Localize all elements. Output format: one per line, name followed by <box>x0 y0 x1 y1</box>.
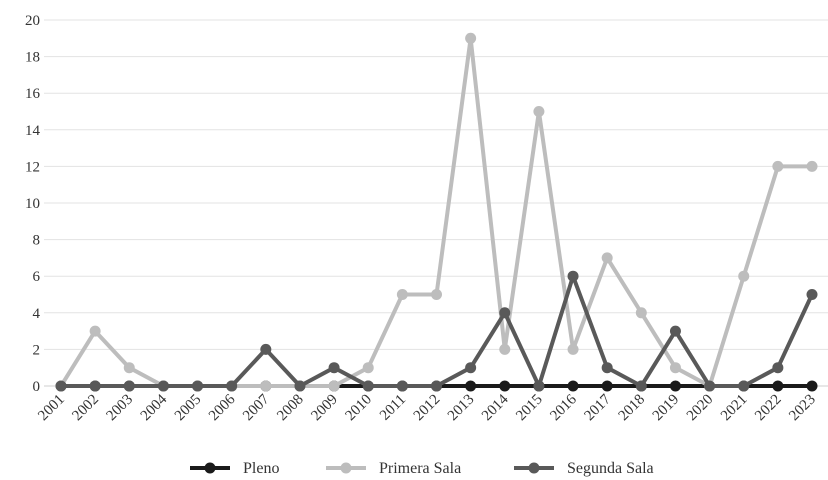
y-tick-label: 0 <box>33 379 41 395</box>
x-tick-label: 2010 <box>343 392 376 425</box>
data-point <box>772 380 784 392</box>
data-point <box>601 380 613 392</box>
data-point <box>362 362 374 374</box>
y-tick-label: 18 <box>25 50 40 66</box>
data-point <box>226 380 238 392</box>
data-point <box>123 362 135 374</box>
data-point <box>465 362 477 374</box>
legend-item: Primera Sala <box>326 460 461 477</box>
data-point <box>157 380 169 392</box>
x-tick-label: 2023 <box>786 392 819 425</box>
data-point <box>499 380 511 392</box>
data-point <box>89 380 101 392</box>
y-tick-label: 10 <box>25 196 40 212</box>
data-point <box>567 270 579 282</box>
x-tick-label: 2011 <box>377 392 409 424</box>
legend-item: Pleno <box>190 460 279 477</box>
data-point <box>328 380 340 392</box>
data-point <box>704 380 716 392</box>
x-tick-label: 2013 <box>445 392 478 425</box>
x-tick-label: 2019 <box>650 392 683 425</box>
y-tick-label: 14 <box>25 123 41 139</box>
legend-swatch-marker <box>204 462 216 474</box>
legend-label: Segunda Sala <box>567 460 654 477</box>
data-point <box>533 106 545 117</box>
data-point <box>55 380 67 392</box>
series-primera-sala <box>55 32 818 392</box>
legend-item: Segunda Sala <box>514 460 654 477</box>
data-point <box>362 380 374 392</box>
data-point <box>396 289 408 300</box>
y-tick-label: 8 <box>33 233 41 249</box>
x-tick-label: 2016 <box>547 391 580 424</box>
series-line <box>59 36 814 388</box>
x-tick-label: 2020 <box>684 392 717 425</box>
legend-swatch-marker <box>528 462 540 474</box>
data-point <box>806 160 818 172</box>
x-tick-label: 2009 <box>308 392 341 425</box>
x-tick-label: 2001 <box>35 392 68 425</box>
x-tick-label: 2014 <box>479 391 512 424</box>
data-point <box>192 380 204 392</box>
data-point <box>601 362 613 374</box>
data-point <box>499 307 511 319</box>
data-point <box>89 325 101 337</box>
data-point <box>567 343 579 355</box>
y-axis-ticks: 0 2 4 6 8 10 12 14 16 18 20 <box>25 13 41 395</box>
y-tick-label: 6 <box>33 269 41 285</box>
data-point <box>806 289 818 300</box>
legend: Pleno Primera Sala Segunda Sala <box>190 460 654 477</box>
x-tick-label: 2017 <box>581 391 614 424</box>
data-point <box>465 32 477 44</box>
grid-lines <box>44 19 828 387</box>
data-point <box>260 380 272 392</box>
y-tick-label: 20 <box>25 13 40 29</box>
data-point <box>396 380 408 392</box>
x-tick-label: 2008 <box>274 392 307 425</box>
data-point <box>567 380 579 392</box>
data-point <box>465 380 477 392</box>
data-point <box>669 362 681 374</box>
data-point <box>806 380 818 392</box>
data-point <box>669 325 681 337</box>
x-tick-label: 2005 <box>172 392 205 425</box>
legend-label: Pleno <box>243 460 279 477</box>
data-point <box>601 252 613 264</box>
legend-swatch-marker <box>340 462 352 474</box>
data-point <box>328 362 340 374</box>
data-point <box>772 362 784 374</box>
data-point <box>431 380 442 392</box>
x-tick-label: 2002 <box>69 392 102 425</box>
x-tick-label: 2018 <box>616 392 649 425</box>
y-tick-label: 2 <box>33 342 41 358</box>
data-point <box>499 343 511 355</box>
data-point <box>635 380 647 392</box>
data-point <box>738 380 750 392</box>
x-tick-label: 2003 <box>104 392 137 425</box>
x-tick-label: 2012 <box>411 392 444 425</box>
series-segunda-sala <box>55 270 818 392</box>
data-point <box>123 380 135 392</box>
legend-label: Primera Sala <box>379 460 461 477</box>
x-tick-label: 2006 <box>206 391 239 424</box>
x-tick-label: 2022 <box>752 392 785 425</box>
x-tick-label: 2021 <box>718 392 751 425</box>
data-point <box>260 343 272 355</box>
series-lines <box>55 32 818 392</box>
data-point <box>635 307 647 319</box>
y-tick-label: 16 <box>25 86 41 102</box>
data-point <box>738 270 750 282</box>
data-point <box>533 380 545 392</box>
y-tick-label: 4 <box>33 306 41 322</box>
x-tick-label: 2004 <box>138 391 171 424</box>
x-tick-label: 2015 <box>513 392 546 425</box>
y-tick-label: 12 <box>25 159 40 175</box>
data-point <box>772 160 784 172</box>
data-point <box>669 380 681 392</box>
x-axis-ticks: 2001 2002 2003 2004 2005 2006 2007 2008 2009 2010… <box>35 391 819 424</box>
x-tick-label: 2007 <box>240 391 273 424</box>
data-point <box>431 289 442 300</box>
data-point <box>294 380 306 392</box>
